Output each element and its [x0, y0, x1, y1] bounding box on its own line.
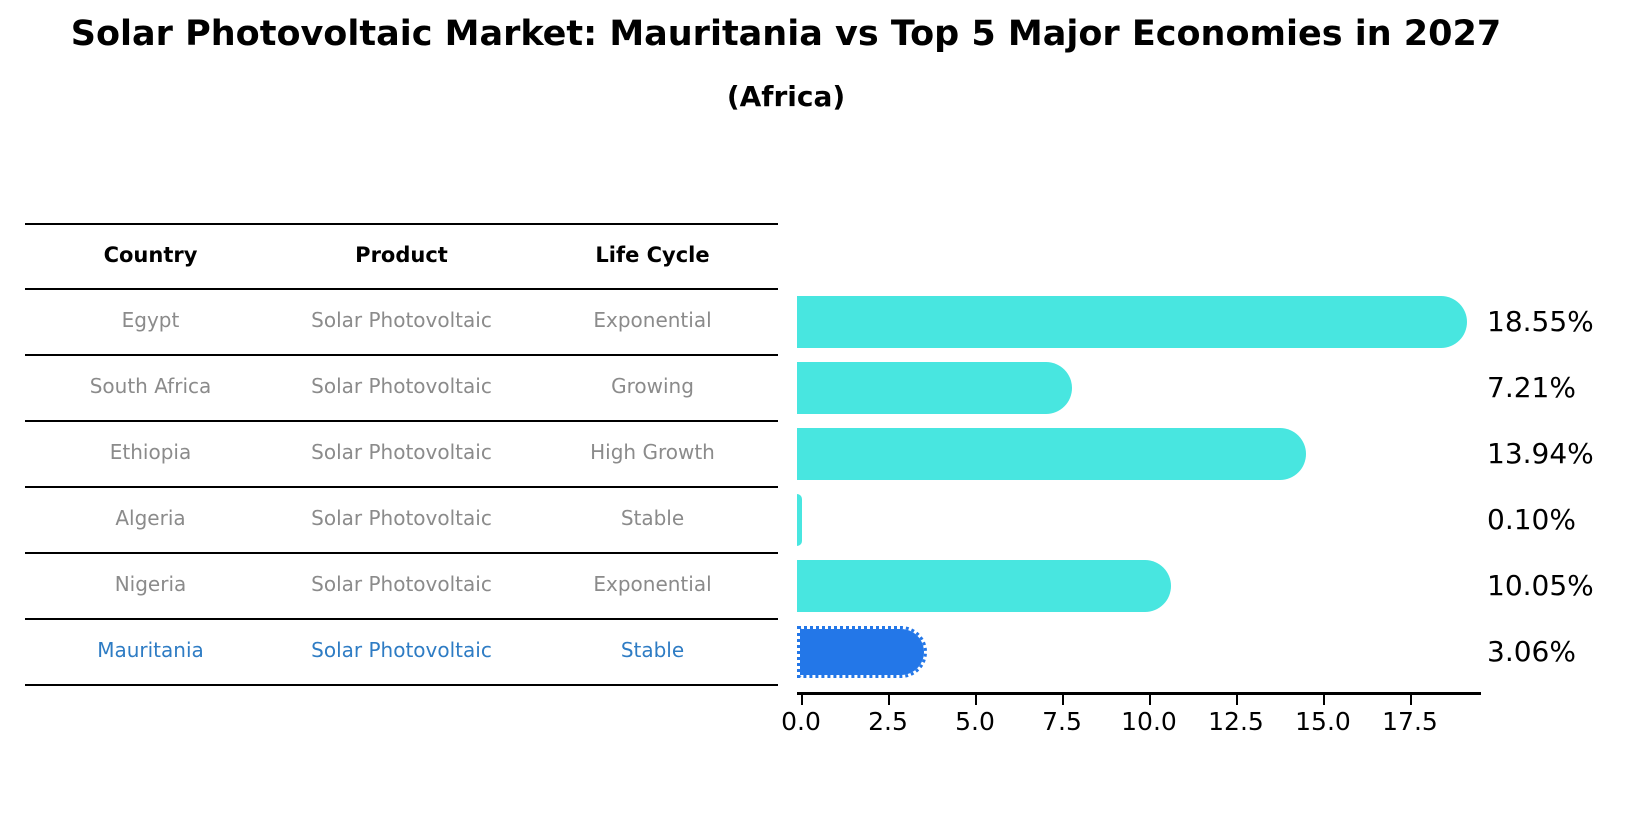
- x-axis-tick: [1236, 695, 1238, 705]
- table-cell-product: Solar Photovoltaic: [311, 638, 492, 662]
- table-cell-life_cycle: High Growth: [590, 440, 715, 464]
- x-axis-tick: [1149, 695, 1151, 705]
- bar-highlight-mauritania: [797, 626, 927, 678]
- x-axis-tick: [1323, 695, 1325, 705]
- x-axis-tick-label: 10.0: [1121, 707, 1177, 736]
- table-cell-country: Egypt: [121, 308, 180, 332]
- table-rule: [25, 684, 778, 686]
- table-cell-product: Solar Photovoltaic: [311, 506, 492, 530]
- bar-value-label: 3.06%: [1487, 635, 1576, 668]
- table-header-country: Country: [103, 242, 198, 267]
- table-cell-life_cycle: Exponential: [593, 572, 712, 596]
- bar-value-label: 7.21%: [1487, 371, 1576, 404]
- x-axis-tick: [1410, 695, 1412, 705]
- x-axis-tick-label: 0.0: [781, 707, 821, 736]
- table-rule: [25, 486, 778, 488]
- chart-subtitle: (Africa): [726, 80, 846, 113]
- x-axis-tick: [801, 695, 803, 705]
- x-axis-tick: [888, 695, 890, 705]
- table-rule: [25, 552, 778, 554]
- table-header-product: Product: [355, 242, 448, 267]
- table-cell-life_cycle: Stable: [620, 638, 685, 662]
- table-cell-life_cycle: Stable: [620, 506, 685, 530]
- table-header-life-cycle: Life Cycle: [595, 242, 710, 267]
- table-cell-country: Algeria: [115, 506, 186, 530]
- table-cell-country: Nigeria: [114, 572, 187, 596]
- x-axis-tick-label: 2.5: [868, 707, 908, 736]
- table-rule: [25, 223, 778, 225]
- bar-value-label: 13.94%: [1487, 437, 1594, 470]
- x-axis-tick-label: 12.5: [1208, 707, 1264, 736]
- chart-title: Solar Photovoltaic Market: Mauritania vs…: [70, 14, 1502, 54]
- x-axis-tick-label: 7.5: [1042, 707, 1082, 736]
- x-axis-tick: [1062, 695, 1064, 705]
- table-rule: [25, 420, 778, 422]
- bar-algeria: [797, 494, 802, 546]
- table-cell-country: Ethiopia: [109, 440, 192, 464]
- bar-south-africa: [797, 362, 1072, 414]
- table-cell-product: Solar Photovoltaic: [311, 308, 492, 332]
- x-axis-tick-label: 5.0: [955, 707, 995, 736]
- x-axis-tick-label: 15.0: [1295, 707, 1351, 736]
- table-cell-country: South Africa: [89, 374, 212, 398]
- table-cell-life_cycle: Exponential: [593, 308, 712, 332]
- bar-nigeria: [797, 560, 1171, 612]
- table-cell-product: Solar Photovoltaic: [311, 440, 492, 464]
- bar-value-label: 10.05%: [1487, 569, 1594, 602]
- x-axis-tick-label: 17.5: [1382, 707, 1438, 736]
- x-axis-line: [797, 692, 1481, 695]
- table-cell-product: Solar Photovoltaic: [311, 572, 492, 596]
- table-rule: [25, 288, 778, 290]
- table-cell-product: Solar Photovoltaic: [311, 374, 492, 398]
- bar-value-label: 18.55%: [1487, 305, 1594, 338]
- table-rule: [25, 354, 778, 356]
- bar-ethiopia: [797, 428, 1306, 480]
- table-cell-country: Mauritania: [97, 638, 204, 662]
- bar-egypt: [797, 296, 1467, 348]
- bar-value-label: 0.10%: [1487, 503, 1576, 536]
- table-rule: [25, 618, 778, 620]
- x-axis-tick: [975, 695, 977, 705]
- table-cell-life_cycle: Growing: [611, 374, 694, 398]
